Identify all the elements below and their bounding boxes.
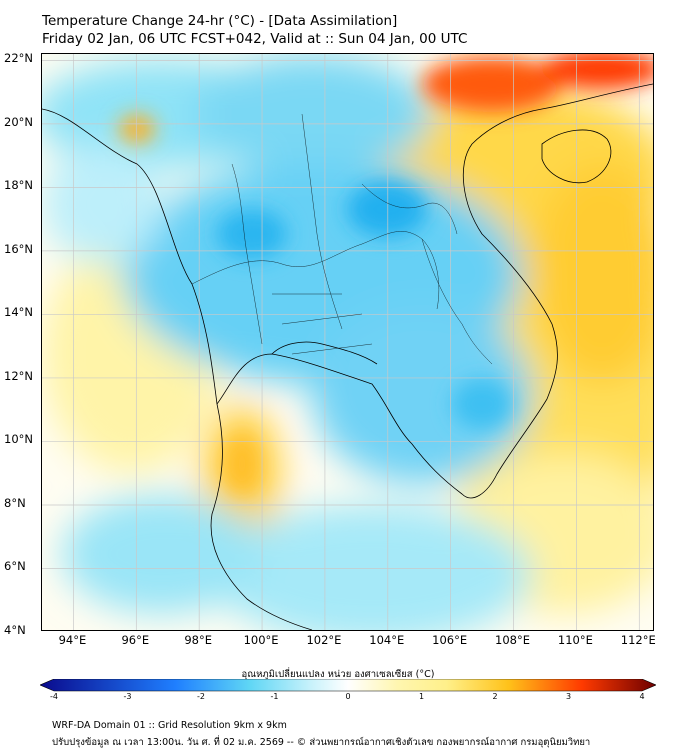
title-line-1: Temperature Change 24-hr (°C) - [Data As…	[42, 13, 398, 29]
colorbar-tick-label: 1	[418, 692, 425, 701]
colorbar-tick-label: -4	[50, 692, 58, 701]
temperature-change-field	[42, 54, 653, 630]
colorbar-tick-label: 3	[565, 692, 572, 701]
lon-tick-label: 110°E	[557, 633, 593, 647]
colorbar-gradient	[40, 679, 656, 692]
lat-tick-label: 8°N	[4, 495, 26, 510]
colorbar-tick-label: -1	[270, 692, 279, 701]
admin-borders	[191, 113, 493, 365]
lon-tick-label: 108°E	[495, 633, 531, 647]
lat-tick-label: 12°N	[4, 368, 33, 383]
lon-tick-label: 102°E	[306, 633, 342, 647]
lat-tick-label: 14°N	[4, 305, 33, 320]
lat-tick-label: 4°N	[4, 623, 26, 637]
graticule	[42, 54, 653, 630]
colorbar	[40, 679, 656, 692]
colorbar-tick-label: -2	[197, 692, 205, 701]
map-title: Temperature Change 24-hr (°C) - [Data As…	[42, 12, 467, 48]
coastlines	[42, 83, 653, 630]
footer-line-1: WRF-DA Domain 01 :: Grid Resolution 9km …	[52, 720, 287, 731]
lon-tick-label: 106°E	[432, 633, 468, 647]
colorbar-tick-label: -3	[123, 692, 132, 701]
lat-tick-label: 20°N	[4, 114, 33, 129]
lon-tick-label: 98°E	[184, 633, 212, 647]
lat-tick-label: 18°N	[4, 178, 33, 193]
title-line-2: Friday 02 Jan, 06 UTC FCST+042, Valid at…	[42, 31, 468, 47]
lon-tick-label: 104°E	[369, 633, 405, 647]
lon-tick-label: 94°E	[58, 633, 87, 647]
lat-tick-label: 10°N	[4, 432, 33, 447]
lon-tick-label: 112°E	[620, 633, 656, 647]
colorbar-tick-label: 0	[345, 692, 351, 701]
lat-tick-label: 22°N	[4, 51, 33, 66]
footer-line-2: ปรับปรุงข้อมูล ณ เวลา 13:00น. วัน ศ. ที่…	[52, 737, 591, 748]
lon-tick-label: 100°E	[243, 633, 279, 647]
colorbar-title: อุณหภูมิเปลี่ยนแปลง หน่วย องศาเซลเซียส (…	[241, 669, 435, 680]
lon-tick-label: 96°E	[121, 633, 150, 647]
colorbar-tick-label: 4	[639, 692, 645, 701]
map-plot	[41, 53, 654, 631]
lat-tick-label: 6°N	[4, 559, 26, 574]
lat-tick-label: 16°N	[4, 241, 33, 256]
colorbar-tick-label: 2	[492, 692, 498, 701]
